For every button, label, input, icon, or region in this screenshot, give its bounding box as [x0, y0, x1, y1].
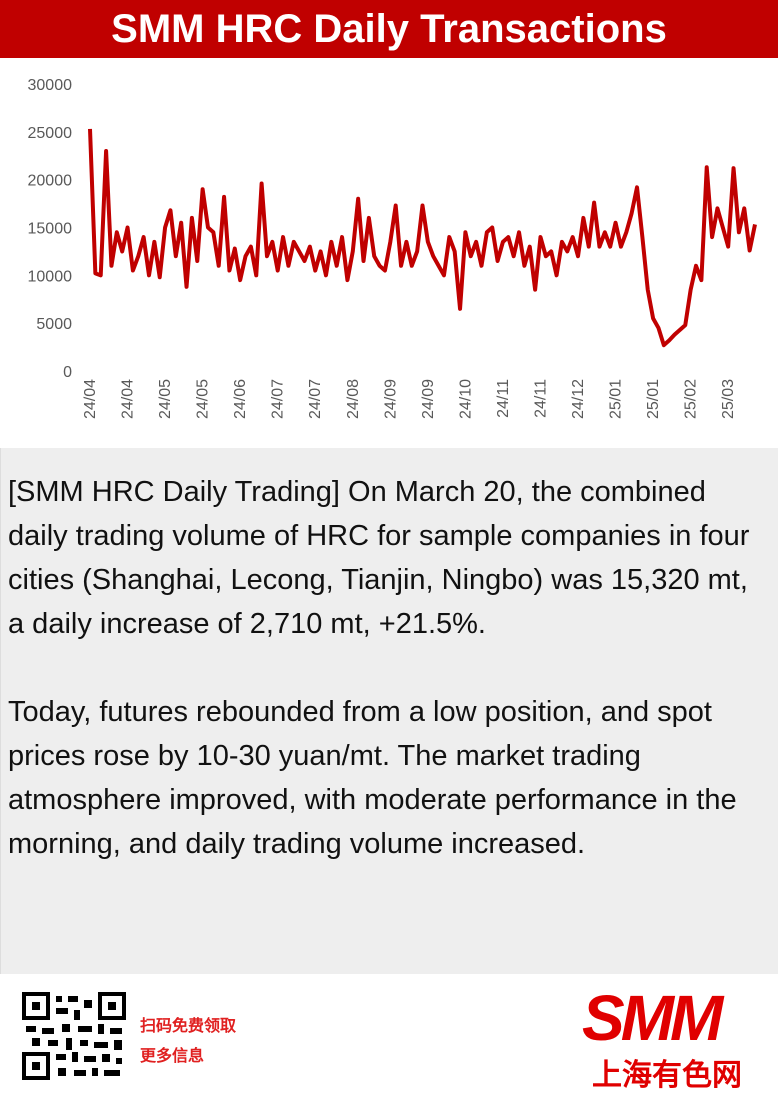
title-bar: SMM HRC Daily Transactions	[0, 0, 778, 58]
paragraph: Today, futures rebounded from a low posi…	[8, 696, 737, 860]
x-tick-label: 24/08	[345, 379, 362, 419]
x-tick-label: 24/09	[420, 379, 437, 419]
y-tick-label: 10000	[28, 268, 73, 285]
x-tick-label: 25/01	[645, 379, 662, 419]
x-tick-label: 24/04	[82, 379, 99, 419]
paragraph: [SMM HRC Daily Trading] On March 20, the…	[8, 476, 750, 640]
x-tick-label: 24/04	[120, 379, 137, 419]
x-tick-label: 24/12	[570, 379, 587, 419]
x-tick-label: 25/02	[683, 379, 700, 419]
article: [SMM HRC Daily Trading] On March 20, the…	[0, 448, 778, 974]
x-tick-label: 24/07	[307, 379, 324, 419]
qr-caption: 更多信息	[140, 1046, 205, 1065]
x-tick-label: 24/09	[382, 379, 399, 419]
qr-code	[22, 992, 126, 1080]
y-tick-label: 5000	[36, 316, 72, 333]
qr-caption: 扫码免费领取	[140, 1016, 237, 1035]
footer: 扫码免费领取 更多信息 SMM 上海有色网	[0, 974, 778, 1107]
logo-subtitle: 上海有色网	[592, 1058, 742, 1093]
x-tick-label: 24/05	[157, 379, 174, 419]
y-tick-label: 20000	[28, 173, 73, 190]
x-tick-label: 24/06	[232, 379, 249, 419]
x-tick-label: 25/01	[608, 379, 625, 419]
x-tick-label: 24/11	[495, 379, 512, 418]
y-tick-label: 30000	[28, 77, 73, 94]
x-tick-label: 25/03	[720, 379, 737, 419]
line	[88, 128, 757, 348]
x-tick-label: 24/11	[532, 379, 549, 418]
x-tick-label: 24/10	[457, 379, 474, 419]
logo: SMM	[582, 982, 723, 1054]
y-tick-label: 0	[63, 364, 72, 381]
chart: 0 5000 10000 15000 20000 25000 30000 24/04 24/04…	[28, 77, 757, 419]
x-tick-label: 24/07	[270, 379, 287, 419]
x-tick-label: 24/05	[195, 379, 212, 419]
y-tick-label: 25000	[28, 125, 73, 142]
y-tick-label: 15000	[28, 221, 73, 238]
